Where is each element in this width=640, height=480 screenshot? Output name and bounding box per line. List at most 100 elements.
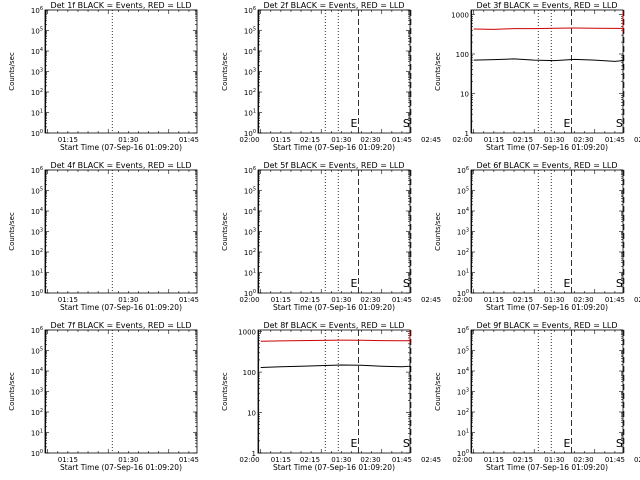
time-marker-label: E — [350, 277, 357, 290]
y-tick-label: 106 — [31, 326, 43, 335]
chart-panel: Det 7f BLACK = Events, RED = LLD10010110… — [8, 321, 441, 472]
y-tick-label: 10 — [247, 410, 256, 418]
y-tick-label: 105 — [457, 347, 469, 356]
time-marker-label: E — [350, 117, 357, 130]
x-tick-label: 02:30 — [360, 136, 380, 144]
y-tick-label: 100 — [457, 449, 469, 458]
plot-frame — [44, 9, 198, 134]
plot-frame — [470, 9, 624, 134]
x-tick-label: 02:15 — [513, 136, 533, 144]
y-axis-label: Counts/sec — [434, 372, 442, 411]
y-axis-label: Counts/sec — [221, 52, 229, 91]
x-tick-label: 02:30 — [573, 456, 593, 464]
x-tick-label: 01:15 — [271, 136, 291, 144]
x-tick-label: 02:45 — [421, 296, 441, 304]
y-tick-label: 102 — [457, 248, 469, 257]
x-tick-label: 02:00 — [452, 456, 472, 464]
x-axis-label: Start Time (07-Sep-16 01:09:20) — [60, 143, 182, 152]
y-tick-label: 1 — [252, 450, 256, 458]
x-tick-label: 01:45 — [605, 456, 625, 464]
x-tick-label: 02:45 — [634, 296, 640, 304]
y-tick-label: 104 — [244, 47, 256, 56]
y-axis-label: Counts/sec — [434, 212, 442, 251]
chart-panel: Det 5f BLACK = Events, RED = LLD 100 101 10… — [221, 161, 640, 312]
x-tick-label: 01:30 — [331, 136, 351, 144]
x-tick-label: 02:15 — [513, 456, 533, 464]
x-tick-label: 01:45 — [605, 136, 625, 144]
plot-frame — [470, 169, 624, 294]
y-tick-label: 103 — [31, 68, 43, 77]
y-tick-label: 103 — [244, 228, 256, 237]
x-tick-label: 02:45 — [634, 456, 640, 464]
y-tick-label: 101 — [457, 429, 469, 438]
chart-title: Det 8f BLACK = Events, RED = LLD — [263, 321, 404, 330]
y-tick-label: 104 — [31, 207, 43, 216]
chart-title: Det 9f BLACK = Events, RED = LLD — [476, 321, 617, 330]
y-tick-label: 100 — [457, 289, 469, 298]
x-tick-label: 01:15 — [58, 136, 78, 144]
y-tick-label: 100 — [31, 129, 43, 138]
y-tick-label: 102 — [31, 88, 43, 97]
chart-panel: Det 6f BLACK = Events, RED = LLD 100 101 10… — [434, 161, 625, 312]
y-tick-label: 102 — [31, 408, 43, 417]
y-tick-label: 100 — [31, 449, 43, 458]
x-tick-label: 01:15 — [484, 136, 504, 144]
y-tick-label: 106 — [457, 166, 469, 175]
chart-panel: Det 2f BLACK = Events, RED = LLD10010110… — [221, 1, 640, 152]
plot-frame — [257, 169, 411, 294]
y-tick-label: 106 — [244, 166, 256, 175]
y-tick-label: 103 — [244, 68, 256, 77]
plot-frame — [44, 169, 198, 294]
x-tick-label: 01:15 — [271, 296, 291, 304]
x-tick-label: 01:15 — [58, 296, 78, 304]
x-tick-label: 02:00 — [452, 136, 472, 144]
time-marker-label: S — [403, 437, 410, 450]
chart-title: Det 3f BLACK = Events, RED = LLD — [476, 1, 617, 10]
x-tick-label: 02:30 — [573, 136, 593, 144]
x-tick-label: 01:30 — [331, 456, 351, 464]
x-tick-label: 01:45 — [392, 136, 412, 144]
y-axis-label: Counts/sec — [8, 212, 16, 251]
chart-panel: Det 1f BLACK = Events, RED = LLD 100 101 10… — [8, 1, 441, 152]
y-axis-label: Counts/sec — [221, 212, 229, 251]
x-tick-label: 02:00 — [452, 296, 472, 304]
y-tick-label: 105 — [31, 187, 43, 196]
chart-title: Det 5f BLACK = Events, RED = LLD — [263, 161, 404, 170]
x-axis-label: Start Time (07-Sep-16 01:09:20) — [273, 303, 395, 312]
time-marker-label: E — [350, 437, 357, 450]
x-tick-label: 02:15 — [300, 296, 320, 304]
chart-panel: Det 8f BLACK = Events, RED = LLD 1 10 100 10… — [221, 321, 640, 472]
plot-frame — [257, 9, 411, 134]
y-tick-label: 1000 — [238, 329, 256, 337]
y-tick-label: 106 — [457, 326, 469, 335]
y-tick-label: 104 — [457, 367, 469, 376]
time-marker-label: S — [403, 277, 410, 290]
x-tick-label: 02:30 — [573, 296, 593, 304]
series-line-lld — [473, 11, 624, 33]
plot-frame — [44, 329, 198, 454]
y-tick-label: 102 — [457, 408, 469, 417]
y-tick-label: 101 — [457, 269, 469, 278]
x-tick-label: 02:30 — [360, 456, 380, 464]
y-axis-label: Counts/sec — [8, 372, 16, 411]
y-tick-label: 104 — [457, 207, 469, 216]
y-tick-label: 105 — [31, 27, 43, 36]
x-tick-label: 02:00 — [239, 136, 259, 144]
y-tick-label: 103 — [31, 388, 43, 397]
y-tick-label: 103 — [457, 228, 469, 237]
time-marker-label: E — [563, 437, 570, 450]
x-tick-label: 02:45 — [421, 136, 441, 144]
chart-title: Det 6f BLACK = Events, RED = LLD — [476, 161, 617, 170]
x-tick-label: 02:15 — [300, 456, 320, 464]
time-marker-label: S — [403, 117, 410, 130]
chart-panel: Det 4f BLACK = Events, RED = LLD 100 101 10… — [8, 161, 441, 312]
x-axis-label: Start Time (07-Sep-16 01:09:20) — [273, 143, 395, 152]
y-axis-label: Counts/sec — [8, 52, 16, 91]
x-tick-label: 01:30 — [544, 296, 564, 304]
y-tick-label: 105 — [244, 187, 256, 196]
y-tick-label: 104 — [244, 207, 256, 216]
y-tick-label: 103 — [31, 228, 43, 237]
y-tick-label: 106 — [31, 166, 43, 175]
x-axis-label: Start Time (07-Sep-16 01:09:20) — [486, 463, 608, 472]
